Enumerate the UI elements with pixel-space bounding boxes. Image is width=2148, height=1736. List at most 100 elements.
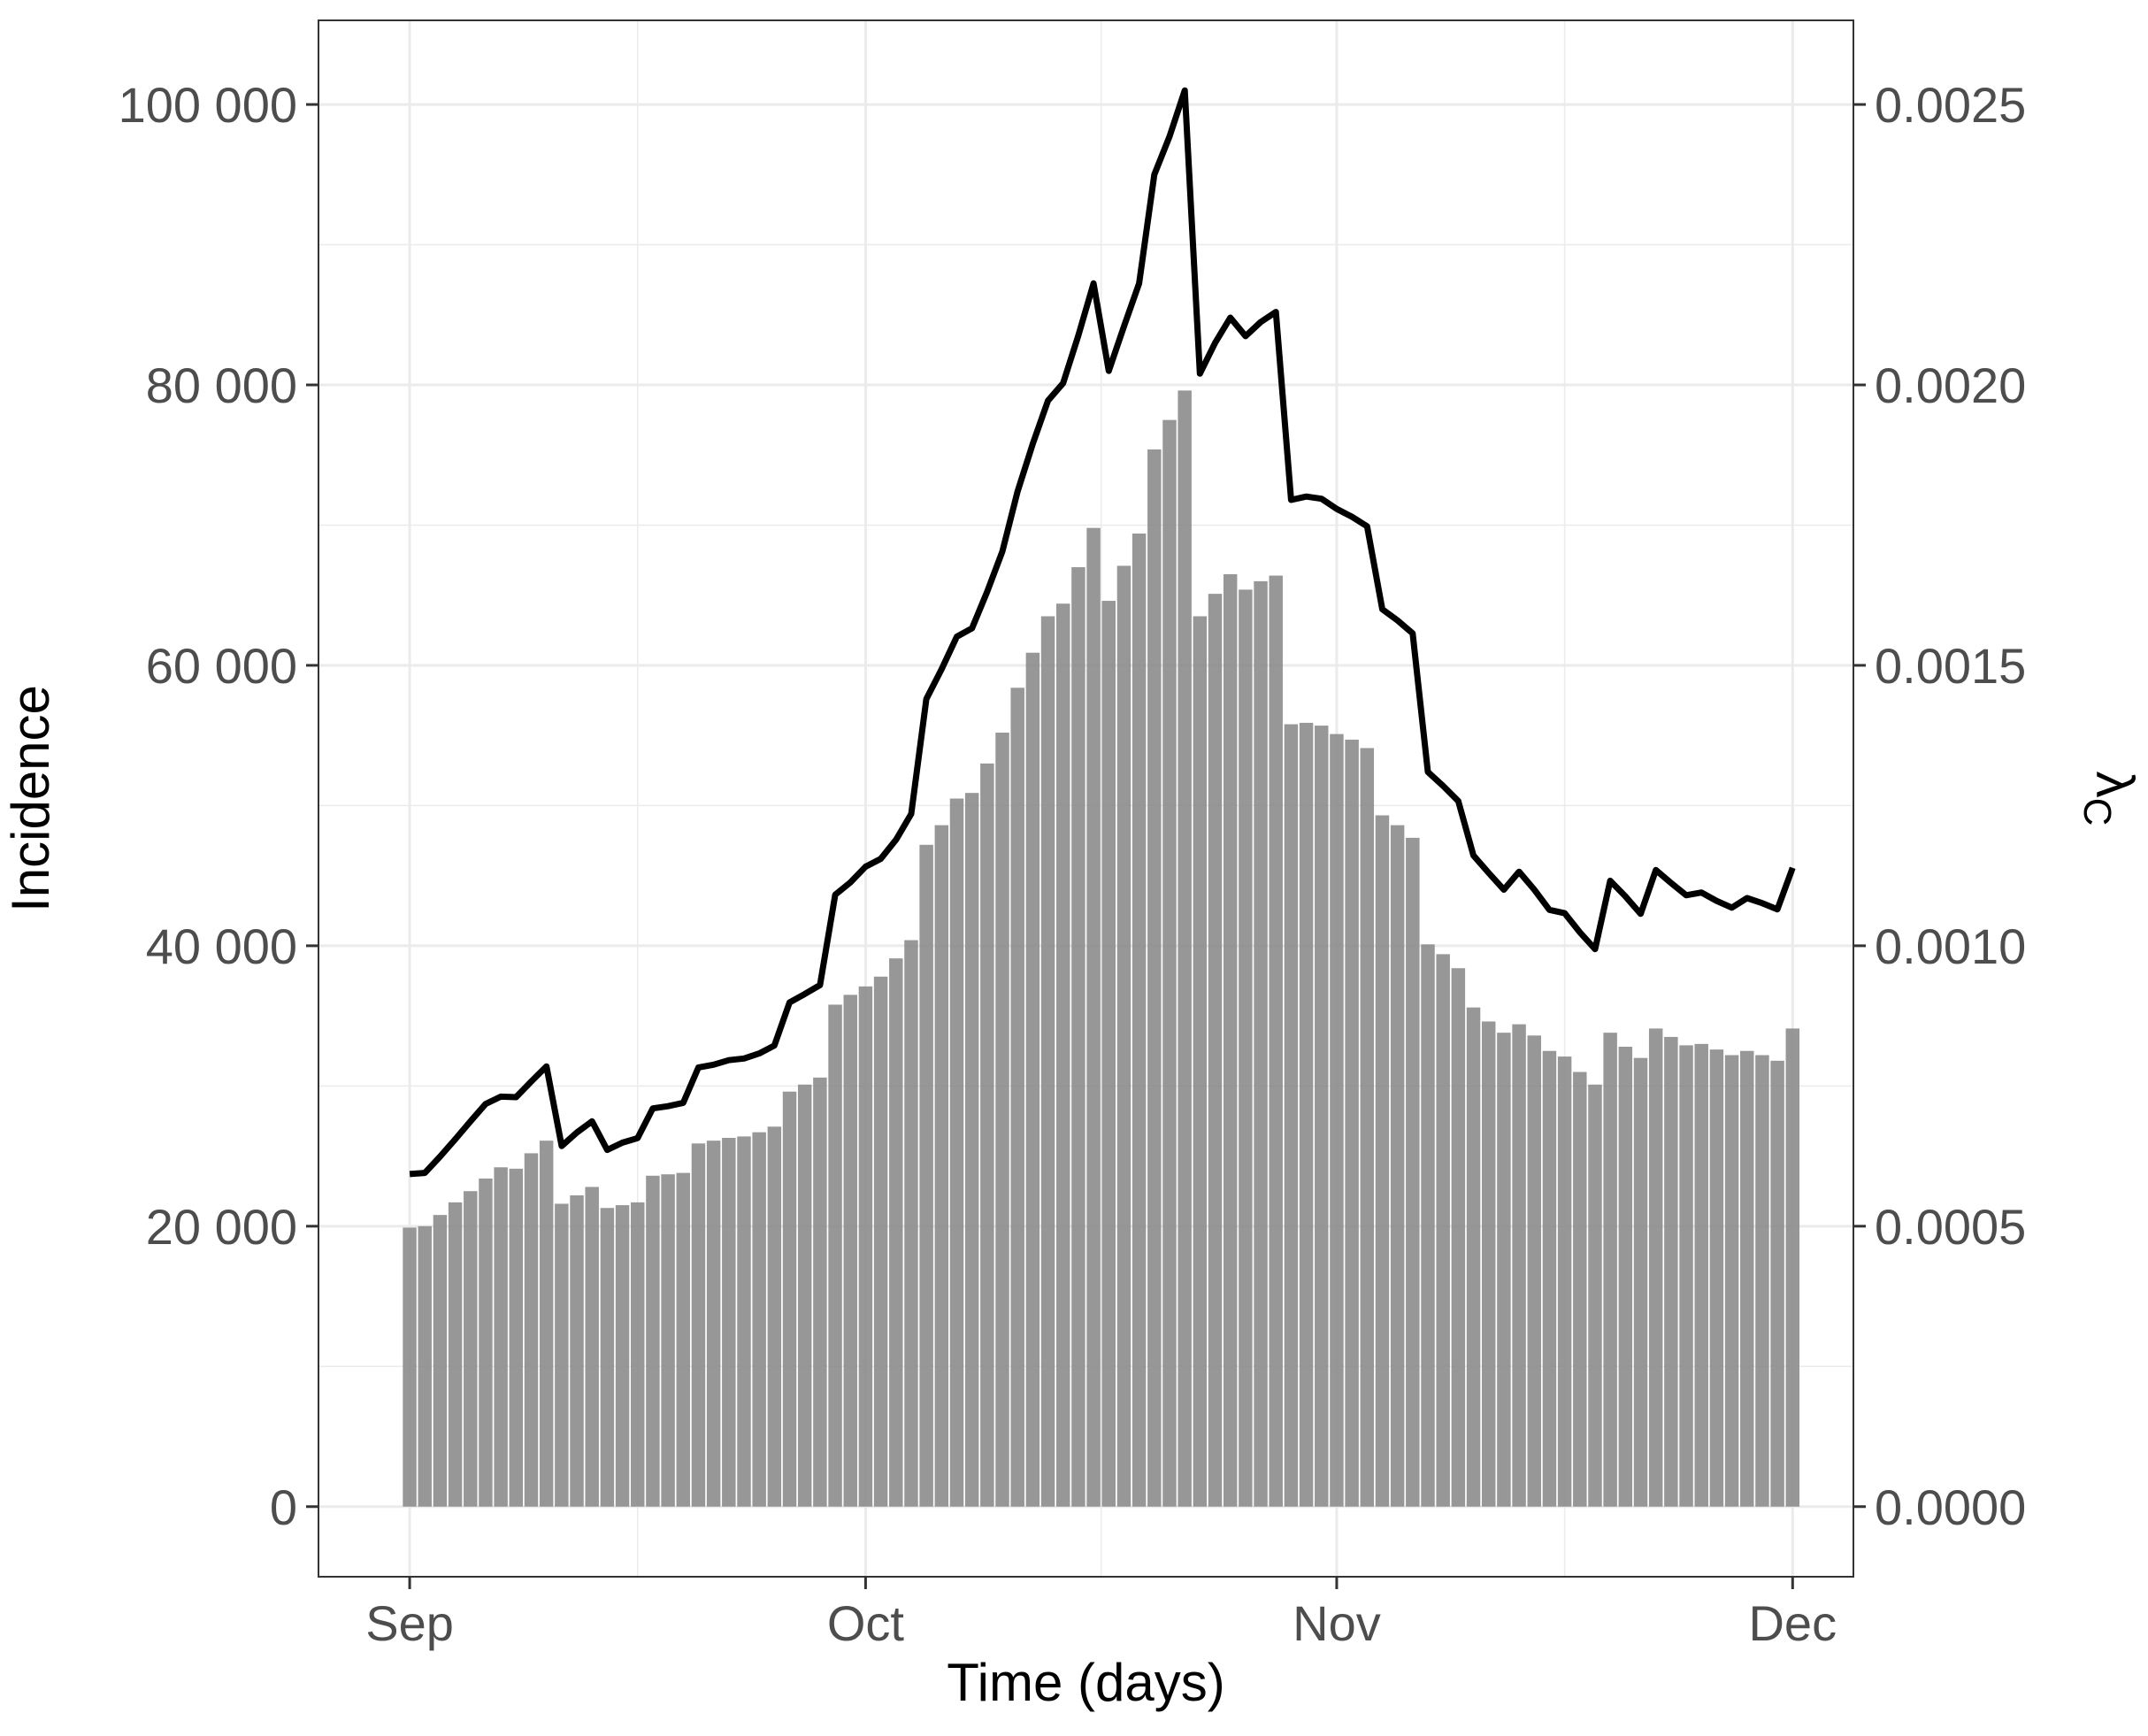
y2-tick-label: 0.0010 <box>1875 918 2026 974</box>
incidence-bar <box>585 1187 599 1507</box>
incidence-bar <box>1436 954 1450 1507</box>
incidence-bar <box>479 1178 493 1507</box>
x-axis: Sep Oct Nov Dec <box>365 1577 1837 1651</box>
incidence-bar <box>1390 825 1405 1507</box>
incidence-bar <box>980 763 994 1507</box>
incidence-bar <box>1254 580 1268 1507</box>
incidence-bar <box>797 1084 812 1507</box>
incidence-bar <box>1178 390 1192 1507</box>
incidence-bar <box>1694 1043 1708 1507</box>
x-tick-label: Nov <box>1293 1595 1381 1651</box>
incidence-bar <box>1573 1072 1587 1507</box>
incidence-bar <box>1132 533 1147 1507</box>
incidence-bar <box>995 733 1009 1507</box>
x-tick-label: Sep <box>365 1595 454 1651</box>
incidence-bar <box>1040 616 1055 1507</box>
incidence-bar <box>1223 573 1238 1507</box>
x-axis-title: Time (days) <box>947 1653 1224 1712</box>
incidence-bar <box>448 1202 463 1507</box>
incidence-bar <box>1025 652 1040 1507</box>
incidence-bar <box>1406 837 1420 1507</box>
incidence-bar <box>1709 1049 1724 1507</box>
right-y-axis-title-symbol: λ <box>2085 772 2144 798</box>
y-tick-label: 100 000 <box>119 77 297 133</box>
incidence-bar <box>843 995 857 1507</box>
incidence-bar <box>722 1137 736 1507</box>
incidence-bar <box>1375 815 1390 1507</box>
incidence-bar <box>706 1141 721 1507</box>
incidence-bar <box>464 1191 478 1507</box>
incidence-bar <box>1056 603 1070 1507</box>
incidence-bar <box>691 1143 706 1507</box>
y2-tick-label: 0.0025 <box>1875 77 2026 133</box>
left-y-axis-title: Incidence <box>1 685 60 912</box>
incidence-bar <box>1086 527 1101 1507</box>
incidence-bar <box>1284 724 1299 1507</box>
incidence-bar <box>767 1126 782 1507</box>
incidence-bar <box>1785 1028 1800 1507</box>
x-tick-label: Oct <box>827 1595 905 1651</box>
incidence-bar <box>1588 1084 1602 1507</box>
incidence-bar <box>1208 594 1223 1507</box>
incidence-bar <box>1740 1050 1754 1507</box>
incidence-bar <box>1421 944 1435 1507</box>
incidence-bar <box>813 1077 827 1507</box>
incidence-bar <box>600 1208 615 1507</box>
incidence-bar <box>1633 1057 1648 1507</box>
incidence-bar <box>934 825 949 1507</box>
y-tick-label: 40 000 <box>146 918 297 974</box>
y2-tick-label: 0.0020 <box>1875 357 2026 413</box>
incidence-bar <box>1269 575 1283 1507</box>
incidence-bar <box>949 798 964 1507</box>
y-tick-label: 20 000 <box>146 1199 297 1255</box>
incidence-bar <box>1071 567 1086 1507</box>
incidence-bar <box>1664 1036 1678 1507</box>
incidence-bar <box>1755 1055 1769 1507</box>
incidence-bar <box>964 793 979 1507</box>
incidence-bar <box>873 976 888 1507</box>
incidence-bar <box>737 1136 751 1507</box>
incidence-bar <box>1315 726 1329 1507</box>
incidence-bar <box>889 958 903 1507</box>
incidence-bar <box>509 1168 524 1507</box>
y-tick-label: 80 000 <box>146 357 297 413</box>
incidence-bar <box>1116 565 1132 1507</box>
lambda-c-line <box>409 87 1796 1178</box>
incidence-bars <box>403 390 1800 1507</box>
incidence-bar <box>919 844 933 1507</box>
y2-tick-label: 0.0015 <box>1875 638 2026 694</box>
right-y-axis: 0.0000 0.0005 0.0010 0.0015 0.0020 0.0025 <box>1853 77 2026 1535</box>
incidence-bar <box>752 1132 766 1507</box>
plot-panel-border <box>318 19 1854 1578</box>
incidence-bar <box>1239 589 1253 1507</box>
incidence-bar <box>1299 722 1314 1507</box>
incidence-bar <box>858 986 873 1507</box>
incidence-bar <box>1451 968 1466 1507</box>
incidence-bar <box>782 1091 797 1507</box>
incidence-bar <box>1724 1055 1739 1507</box>
incidence-bar <box>1497 1033 1511 1507</box>
right-y-axis-title-subscript: C <box>2075 798 2119 826</box>
incidence-bar <box>661 1174 675 1507</box>
incidence-bar <box>1360 748 1375 1507</box>
incidence-bar <box>1330 734 1344 1507</box>
incidence-bar <box>1101 601 1116 1507</box>
incidence-bar <box>615 1205 630 1507</box>
incidence-bar <box>1147 449 1162 1507</box>
incidence-bar <box>570 1194 584 1507</box>
incidence-bar <box>1618 1046 1633 1507</box>
incidence-bar <box>555 1203 569 1507</box>
incidence-bar <box>646 1175 660 1507</box>
incidence-bar <box>676 1172 691 1507</box>
y2-tick-label: 0.0005 <box>1875 1199 2026 1255</box>
incidence-bar <box>494 1167 508 1507</box>
incidence-bar <box>1010 687 1024 1507</box>
x-tick-label: Dec <box>1748 1595 1837 1651</box>
incidence-bar <box>1603 1033 1617 1507</box>
left-y-axis: 0 20 000 40 000 60 000 80 000 100 000 <box>119 77 318 1535</box>
incidence-bar <box>1512 1024 1526 1507</box>
incidence-bar <box>1648 1028 1663 1507</box>
incidence-bar <box>418 1225 432 1507</box>
incidence-bar <box>1679 1045 1693 1507</box>
